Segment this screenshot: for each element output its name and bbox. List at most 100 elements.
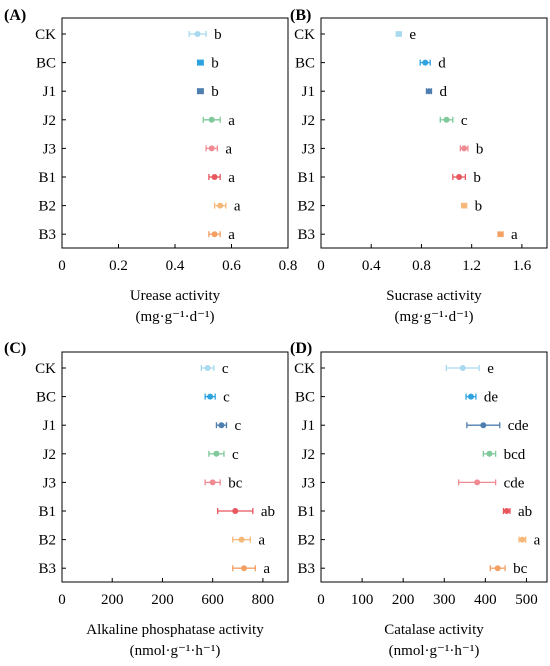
x-axis-unit: (nmol·g⁻¹·h⁻¹) — [389, 643, 480, 659]
category-label: BC — [295, 56, 315, 72]
data-point — [208, 116, 215, 123]
x-tick-label: 0.4 — [166, 258, 185, 274]
significance-letter: a — [228, 227, 235, 243]
category-label: J1 — [43, 84, 56, 100]
category-label: B3 — [297, 561, 315, 577]
x-tick-label: 0 — [58, 258, 66, 274]
significance-letter: b — [211, 56, 219, 72]
significance-letter: e — [487, 361, 494, 377]
data-point — [443, 116, 450, 123]
data-point — [519, 536, 526, 543]
category-label: B2 — [38, 199, 56, 215]
x-tick-label: 1.2 — [462, 258, 481, 274]
panel-label: (C) — [4, 340, 26, 357]
significance-letter: c — [234, 418, 241, 434]
significance-letter: b — [473, 170, 481, 186]
category-label: J1 — [302, 84, 315, 100]
significance-letter: de — [484, 390, 499, 406]
significance-letter: bcd — [504, 447, 526, 463]
plot-frame — [320, 351, 548, 583]
plot-frame — [61, 351, 289, 583]
x-tick-label: 600 — [201, 592, 224, 608]
category-label: J1 — [43, 418, 56, 434]
category-label: BC — [36, 56, 56, 72]
x-tick-label: 300 — [433, 592, 456, 608]
x-tick-label: 0 — [317, 258, 325, 274]
category-label: B2 — [297, 533, 315, 549]
plot-frame — [61, 17, 289, 249]
panel-label: (D) — [290, 340, 312, 357]
x-tick-label: 400 — [474, 592, 497, 608]
data-point — [461, 202, 468, 209]
category-label: J2 — [43, 113, 56, 129]
category-label: CK — [35, 361, 56, 377]
data-point — [241, 565, 248, 572]
category-label: J1 — [302, 418, 315, 434]
data-point — [197, 59, 204, 66]
category-label: BC — [295, 390, 315, 406]
significance-letter: a — [511, 227, 518, 243]
significance-letter: a — [263, 561, 270, 577]
category-label: B2 — [297, 199, 315, 215]
data-point — [497, 231, 504, 238]
data-point — [456, 174, 463, 180]
data-point — [425, 88, 432, 95]
category-label: J2 — [43, 447, 56, 463]
x-tick-label: 100 — [351, 592, 374, 608]
significance-letter: a — [258, 533, 265, 549]
data-point — [208, 145, 215, 152]
data-point — [194, 31, 201, 37]
data-point — [213, 450, 220, 457]
x-tick-label: 0.8 — [412, 258, 431, 274]
data-point — [217, 202, 224, 209]
x-tick-label: 200 — [151, 592, 174, 608]
data-point — [461, 145, 468, 152]
category-label: J3 — [43, 475, 56, 491]
significance-letter: a — [228, 170, 235, 186]
x-axis-unit: (mg·g⁻¹·d⁻¹) — [395, 309, 474, 325]
significance-letter: ab — [261, 504, 275, 520]
category-label: B3 — [297, 227, 315, 243]
x-axis-label: Catalase activity — [384, 622, 484, 638]
data-point — [459, 365, 466, 371]
x-tick-label: 500 — [515, 592, 538, 608]
x-tick-label: 200 — [392, 592, 415, 608]
data-point — [422, 59, 429, 66]
data-point — [494, 565, 501, 572]
data-point — [503, 508, 510, 514]
x-tick-label: 1.6 — [513, 258, 532, 274]
category-label: B1 — [297, 504, 315, 520]
significance-letter: d — [439, 84, 447, 100]
significance-letter: bc — [228, 475, 243, 491]
significance-letter: cde — [508, 418, 529, 434]
x-axis-unit: (nmol·g⁻¹·h⁻¹) — [130, 643, 221, 659]
category-label: CK — [294, 27, 315, 43]
x-axis-label: Alkaline phosphatase activity — [86, 622, 264, 638]
significance-letter: e — [409, 27, 416, 43]
data-point — [395, 31, 402, 37]
category-label: B1 — [38, 170, 56, 186]
x-axis-label: Sucrase activity — [386, 288, 482, 304]
category-label: B3 — [38, 227, 56, 243]
category-label: B1 — [38, 504, 56, 520]
data-point — [486, 450, 493, 457]
data-point — [474, 479, 481, 486]
significance-letter: d — [438, 56, 446, 72]
data-point — [207, 393, 214, 400]
significance-letter: ab — [518, 504, 532, 520]
data-point — [480, 422, 487, 429]
category-label: J2 — [302, 113, 315, 129]
significance-letter: a — [234, 199, 241, 215]
significance-letter: a — [534, 533, 541, 549]
category-label: CK — [294, 361, 315, 377]
x-tick-label: 200 — [101, 592, 124, 608]
x-tick-label: 0.4 — [362, 258, 381, 274]
significance-letter: bc — [513, 561, 528, 577]
x-tick-label: 800 — [252, 592, 275, 608]
data-point — [209, 479, 216, 486]
significance-letter: c — [223, 390, 230, 406]
significance-letter: b — [211, 84, 219, 100]
significance-letter: c — [222, 361, 229, 377]
data-point — [197, 88, 204, 95]
